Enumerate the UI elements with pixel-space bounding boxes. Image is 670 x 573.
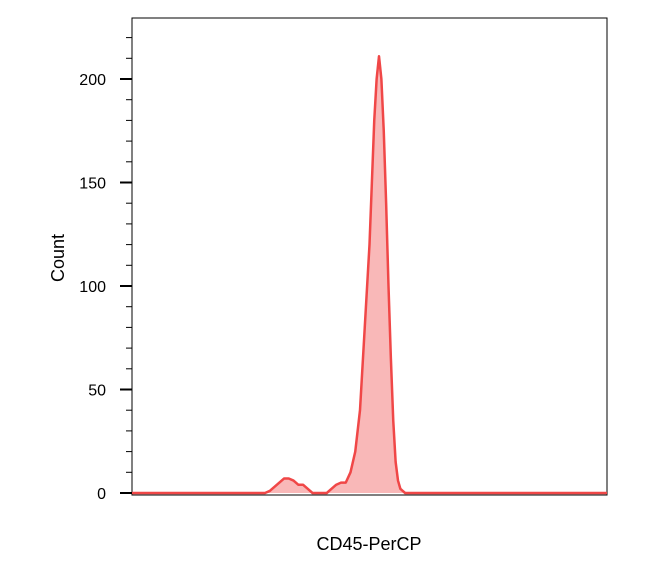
plot-frame xyxy=(131,17,608,496)
histogram-fill xyxy=(132,56,607,493)
y-tick-label: 100 xyxy=(79,279,106,296)
y-tick-label: 150 xyxy=(79,176,106,193)
y-axis: 0 50 100 150 200 xyxy=(79,37,132,503)
y-tick-label: 50 xyxy=(88,383,106,400)
x-axis-label: CD45-PerCP xyxy=(316,534,421,554)
y-axis-label: Count xyxy=(48,234,68,282)
plot-area xyxy=(132,54,607,495)
y-tick-label: 0 xyxy=(97,486,106,503)
y-tick-label: 200 xyxy=(79,72,106,89)
histogram-line xyxy=(132,54,607,495)
